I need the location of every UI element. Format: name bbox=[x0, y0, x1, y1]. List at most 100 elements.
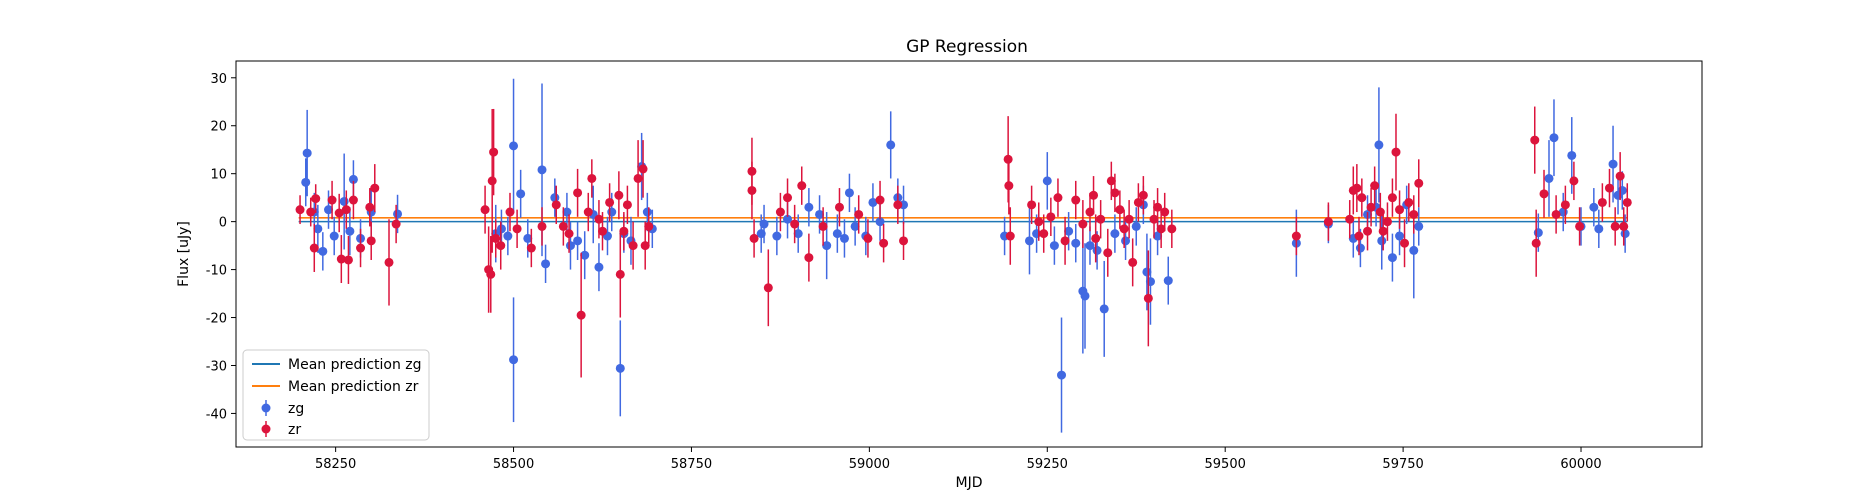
data-point-zr bbox=[1156, 224, 1166, 234]
data-point-zg bbox=[562, 207, 572, 217]
data-point-zr bbox=[1039, 229, 1049, 239]
data-point-zg bbox=[345, 226, 355, 236]
data-point-zr bbox=[1395, 205, 1405, 215]
data-point-zr bbox=[775, 207, 785, 217]
data-point-zg bbox=[822, 241, 832, 251]
data-point-zr bbox=[1352, 183, 1362, 193]
data-point-zg bbox=[868, 197, 878, 207]
data-point-zg bbox=[1414, 221, 1424, 231]
y-tick-label: -30 bbox=[206, 359, 227, 374]
data-point-zg bbox=[565, 241, 575, 251]
data-point-zg bbox=[1049, 241, 1059, 251]
data-point-zr bbox=[1382, 217, 1392, 227]
data-point-zr bbox=[384, 257, 394, 267]
x-tick-label: 58500 bbox=[493, 457, 534, 472]
x-tick-label: 59250 bbox=[1027, 457, 1068, 472]
data-point-zg bbox=[1024, 236, 1034, 246]
data-point-zg bbox=[839, 233, 849, 243]
y-tick-label: -20 bbox=[206, 312, 227, 327]
data-point-zg bbox=[875, 217, 885, 227]
data-point-zr bbox=[1110, 188, 1120, 198]
data-point-zr bbox=[480, 205, 490, 215]
data-point-zr bbox=[1615, 171, 1625, 181]
data-point-zr bbox=[558, 221, 568, 231]
data-point-zr bbox=[1357, 193, 1367, 203]
data-point-zr bbox=[1378, 226, 1388, 236]
data-point-zr bbox=[1363, 226, 1373, 236]
data-point-zg bbox=[1355, 243, 1365, 253]
data-point-zr bbox=[783, 193, 793, 203]
data-point-zr bbox=[1551, 209, 1561, 219]
data-point-zr bbox=[1391, 147, 1401, 157]
legend-marker-zg bbox=[261, 403, 271, 413]
data-point-zg bbox=[772, 231, 782, 241]
data-point-zr bbox=[537, 221, 547, 231]
data-point-zr bbox=[1078, 219, 1088, 229]
data-point-zr bbox=[496, 241, 506, 251]
data-point-zg bbox=[1071, 238, 1081, 248]
data-point-zg bbox=[509, 141, 519, 151]
data-point-zr bbox=[875, 195, 885, 205]
data-point-zg bbox=[832, 229, 842, 239]
data-point-zr bbox=[489, 147, 499, 157]
data-point-zr bbox=[594, 214, 604, 224]
data-point-zr bbox=[1160, 207, 1170, 217]
data-point-zg bbox=[1142, 267, 1152, 277]
data-point-zr bbox=[747, 185, 757, 195]
data-point-zr bbox=[615, 269, 625, 279]
data-point-zg bbox=[594, 262, 604, 272]
data-point-zr bbox=[1530, 135, 1540, 145]
data-point-zg bbox=[1042, 176, 1052, 186]
legend-label-zg-mean: Mean prediction zg bbox=[288, 357, 422, 373]
data-point-zr bbox=[1370, 181, 1380, 191]
data-point-zr bbox=[583, 207, 593, 217]
data-point-zg bbox=[815, 209, 825, 219]
data-point-zg bbox=[1131, 221, 1141, 231]
data-point-zg bbox=[850, 221, 860, 231]
y-axis: -40 -30 -20 -10 0 10 20 30 bbox=[206, 72, 236, 422]
data-point-zg bbox=[1163, 276, 1173, 286]
data-point-zr bbox=[644, 221, 654, 231]
data-point-zr bbox=[370, 183, 380, 193]
data-point-zr bbox=[1153, 202, 1163, 212]
plot-area bbox=[295, 78, 1632, 433]
data-point-zr bbox=[1560, 200, 1570, 210]
data-point-zg bbox=[302, 148, 312, 158]
data-point-zg bbox=[1121, 236, 1131, 246]
data-point-zr bbox=[628, 241, 638, 251]
data-point-zr bbox=[1004, 181, 1014, 191]
data-point-zr bbox=[804, 253, 814, 263]
data-point-zg bbox=[1594, 224, 1604, 234]
data-point-zr bbox=[306, 207, 316, 217]
data-point-zg bbox=[318, 246, 328, 256]
data-point-zr bbox=[512, 224, 522, 234]
data-point-zr bbox=[564, 229, 574, 239]
data-point-zr bbox=[1034, 217, 1044, 227]
data-point-zr bbox=[854, 209, 864, 219]
data-point-zg bbox=[1374, 140, 1384, 150]
data-point-zg bbox=[393, 209, 403, 219]
legend-label-zr-mean: Mean prediction zr bbox=[288, 379, 419, 395]
data-point-zr bbox=[1115, 205, 1125, 215]
data-point-zg bbox=[1080, 291, 1090, 301]
data-point-zr bbox=[1400, 238, 1410, 248]
data-point-zr bbox=[1387, 193, 1397, 203]
data-point-zg bbox=[1549, 133, 1559, 143]
data-point-zr bbox=[863, 233, 873, 243]
data-point-zr bbox=[1404, 197, 1414, 207]
data-point-zg bbox=[1409, 245, 1419, 255]
y-tick-label: 10 bbox=[210, 168, 227, 183]
data-point-zr bbox=[327, 195, 337, 205]
data-point-zg bbox=[1395, 231, 1405, 241]
data-point-zr bbox=[1409, 209, 1419, 219]
data-point-zr bbox=[1575, 221, 1585, 231]
data-point-zg bbox=[1153, 231, 1163, 241]
data-point-zr bbox=[1071, 195, 1081, 205]
data-point-zg bbox=[793, 229, 803, 239]
data-point-zg bbox=[503, 231, 513, 241]
legend-label-zg: zg bbox=[288, 401, 304, 417]
data-point-zr bbox=[348, 195, 358, 205]
data-point-zr bbox=[334, 208, 344, 218]
data-point-zr bbox=[605, 197, 615, 207]
